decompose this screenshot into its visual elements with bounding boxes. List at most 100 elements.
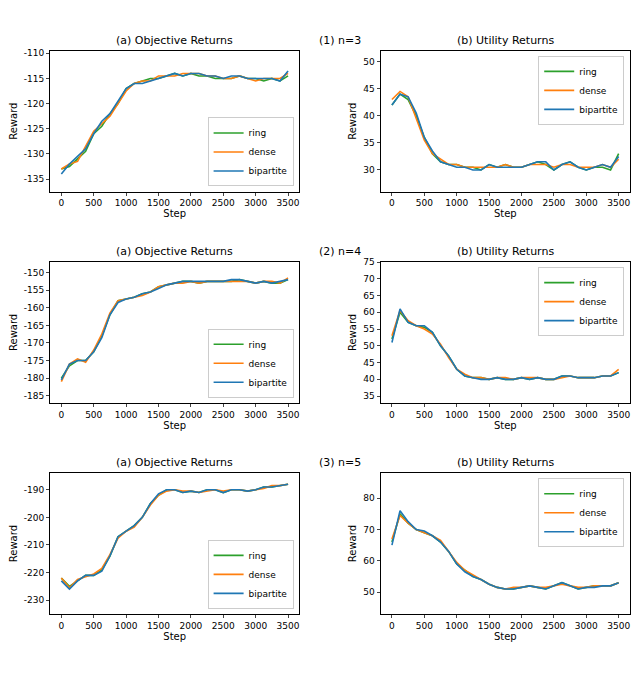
- svg-text:2500: 2500: [542, 410, 565, 420]
- svg-text:80: 80: [363, 493, 375, 503]
- svg-text:-180: -180: [24, 373, 45, 383]
- svg-text:-135: -135: [24, 174, 44, 184]
- svg-text:70: 70: [363, 274, 375, 284]
- svg-text:35: 35: [363, 391, 374, 401]
- svg-text:1500: 1500: [478, 198, 501, 208]
- svg-text:-220: -220: [24, 568, 45, 578]
- svg-text:bipartite: bipartite: [579, 316, 618, 326]
- svg-text:55: 55: [363, 324, 374, 334]
- svg-text:1500: 1500: [147, 410, 170, 420]
- svg-text:0: 0: [389, 410, 395, 420]
- svg-text:bipartite: bipartite: [249, 378, 288, 388]
- svg-text:0: 0: [58, 410, 64, 420]
- svg-text:ring: ring: [249, 551, 267, 561]
- svg-text:2500: 2500: [212, 198, 235, 208]
- svg-text:bipartite: bipartite: [249, 166, 288, 176]
- svg-text:1000: 1000: [445, 410, 468, 420]
- svg-text:Step: Step: [163, 631, 186, 642]
- svg-text:-130: -130: [24, 149, 45, 159]
- svg-text:45: 45: [363, 84, 374, 94]
- svg-text:-110: -110: [24, 48, 45, 58]
- svg-text:3000: 3000: [575, 410, 598, 420]
- svg-text:3500: 3500: [277, 410, 300, 420]
- svg-text:-150: -150: [24, 268, 45, 278]
- svg-text:(a) Objective Returns: (a) Objective Returns: [116, 456, 233, 469]
- svg-text:2000: 2000: [510, 198, 533, 208]
- svg-text:2000: 2000: [510, 410, 533, 420]
- svg-text:2500: 2500: [212, 621, 235, 631]
- svg-text:bipartite: bipartite: [579, 105, 618, 115]
- svg-text:-190: -190: [24, 485, 45, 495]
- svg-text:dense: dense: [249, 570, 277, 580]
- svg-text:ring: ring: [579, 278, 597, 288]
- svg-text:500: 500: [416, 410, 433, 420]
- svg-text:Step: Step: [494, 208, 517, 219]
- svg-text:500: 500: [85, 410, 102, 420]
- svg-text:60: 60: [363, 556, 375, 566]
- svg-text:3500: 3500: [607, 410, 630, 420]
- svg-text:Reward: Reward: [347, 525, 358, 562]
- svg-text:Reward: Reward: [347, 103, 358, 140]
- svg-text:-185: -185: [24, 391, 44, 401]
- svg-text:-230: -230: [24, 595, 45, 605]
- svg-text:35: 35: [363, 138, 374, 148]
- svg-text:(b) Utility Returns: (b) Utility Returns: [457, 34, 554, 47]
- svg-text:1000: 1000: [115, 410, 138, 420]
- svg-text:1000: 1000: [445, 621, 468, 631]
- svg-text:60: 60: [363, 307, 375, 317]
- svg-text:65: 65: [363, 291, 374, 301]
- svg-text:3500: 3500: [607, 198, 630, 208]
- svg-text:50: 50: [363, 57, 375, 67]
- svg-text:-120: -120: [24, 99, 45, 109]
- svg-text:-200: -200: [24, 513, 45, 523]
- svg-text:1500: 1500: [478, 621, 501, 631]
- svg-text:2000: 2000: [179, 198, 202, 208]
- svg-text:dense: dense: [579, 508, 607, 518]
- svg-text:500: 500: [85, 621, 102, 631]
- svg-text:(a) Objective Returns: (a) Objective Returns: [116, 34, 233, 47]
- svg-text:2500: 2500: [212, 410, 235, 420]
- svg-text:dense: dense: [579, 86, 607, 96]
- svg-text:0: 0: [389, 621, 395, 631]
- svg-text:75: 75: [363, 257, 374, 267]
- svg-text:40: 40: [363, 111, 375, 121]
- svg-text:1000: 1000: [115, 621, 138, 631]
- svg-text:3500: 3500: [277, 621, 300, 631]
- svg-text:(3) n=5: (3) n=5: [319, 456, 361, 469]
- svg-text:dense: dense: [249, 147, 277, 157]
- svg-text:1500: 1500: [478, 410, 501, 420]
- svg-text:(2) n=4: (2) n=4: [319, 245, 361, 258]
- svg-text:-175: -175: [24, 356, 44, 366]
- svg-text:-155: -155: [24, 285, 44, 295]
- svg-text:-170: -170: [24, 338, 45, 348]
- svg-text:3000: 3000: [575, 198, 598, 208]
- svg-text:(b) Utility Returns: (b) Utility Returns: [457, 245, 554, 258]
- svg-text:3000: 3000: [244, 410, 267, 420]
- svg-text:Reward: Reward: [8, 525, 19, 562]
- svg-text:Reward: Reward: [347, 314, 358, 351]
- svg-text:(b) Utility Returns: (b) Utility Returns: [457, 456, 554, 469]
- svg-text:ring: ring: [579, 67, 597, 77]
- svg-text:Step: Step: [163, 420, 186, 431]
- svg-text:70: 70: [363, 525, 375, 535]
- svg-text:3000: 3000: [244, 621, 267, 631]
- svg-text:dense: dense: [579, 297, 607, 307]
- svg-text:Step: Step: [163, 208, 186, 219]
- svg-text:bipartite: bipartite: [579, 527, 618, 537]
- svg-text:-165: -165: [24, 321, 44, 331]
- svg-text:(1) n=3: (1) n=3: [319, 34, 361, 47]
- svg-text:2000: 2000: [510, 621, 533, 631]
- svg-text:1500: 1500: [147, 621, 170, 631]
- svg-text:-115: -115: [24, 74, 44, 84]
- svg-text:Reward: Reward: [8, 103, 19, 140]
- svg-text:dense: dense: [249, 359, 277, 369]
- svg-text:3500: 3500: [277, 198, 300, 208]
- svg-text:2500: 2500: [542, 198, 565, 208]
- svg-text:500: 500: [85, 198, 102, 208]
- svg-text:ring: ring: [579, 489, 597, 499]
- svg-text:Step: Step: [494, 631, 517, 642]
- svg-text:-210: -210: [24, 540, 45, 550]
- svg-text:3000: 3000: [244, 198, 267, 208]
- svg-text:50: 50: [363, 587, 375, 597]
- svg-text:3000: 3000: [575, 621, 598, 631]
